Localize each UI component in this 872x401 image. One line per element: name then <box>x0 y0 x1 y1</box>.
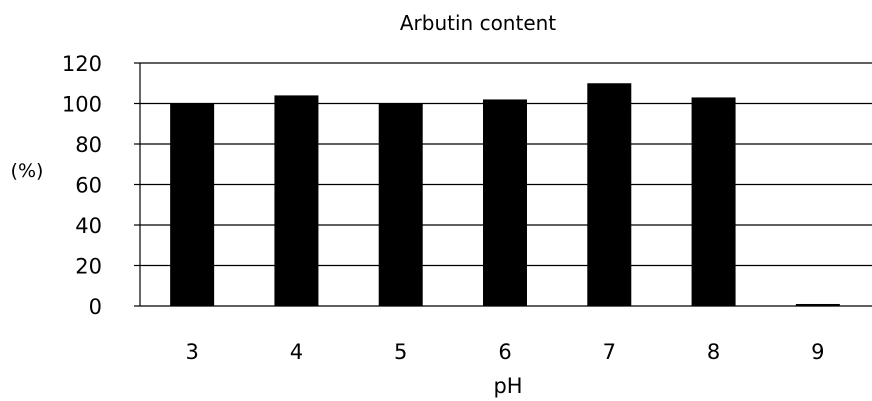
y-tick-label: 100 <box>62 93 102 117</box>
x-tick-label: 7 <box>603 340 616 364</box>
x-tick-labels: 3 4 5 6 7 8 9 <box>185 340 824 364</box>
x-tick-label: 9 <box>811 340 824 364</box>
bars <box>170 83 840 307</box>
x-axis-title: pH <box>493 374 522 398</box>
x-tick-label: 6 <box>498 340 511 364</box>
y-tick-label: 60 <box>75 174 102 198</box>
y-tick-label: 80 <box>75 133 102 157</box>
y-tick-label: 20 <box>75 255 102 279</box>
y-axis-title: (%) <box>11 160 44 182</box>
y-tick-label: 120 <box>62 52 102 76</box>
bar-ph-5 <box>378 103 423 306</box>
y-tick-labels: 0 20 40 60 80 100 120 <box>62 52 102 319</box>
bar-ph-3 <box>170 103 215 306</box>
y-tick-label: 0 <box>89 295 102 319</box>
y-tick-label: 40 <box>75 214 102 238</box>
x-tick-label: 8 <box>707 340 720 364</box>
x-tick-label: 4 <box>290 340 303 364</box>
x-tick-label: 3 <box>185 340 198 364</box>
bar-ph-6 <box>483 99 527 306</box>
chart-title: Arbutin content <box>400 11 556 35</box>
bar-ph-4 <box>274 95 319 307</box>
bar-ph-8 <box>691 97 736 307</box>
bar-ph-7 <box>587 83 632 306</box>
bar-ph-9 <box>795 303 840 306</box>
x-tick-label: 5 <box>394 340 407 364</box>
